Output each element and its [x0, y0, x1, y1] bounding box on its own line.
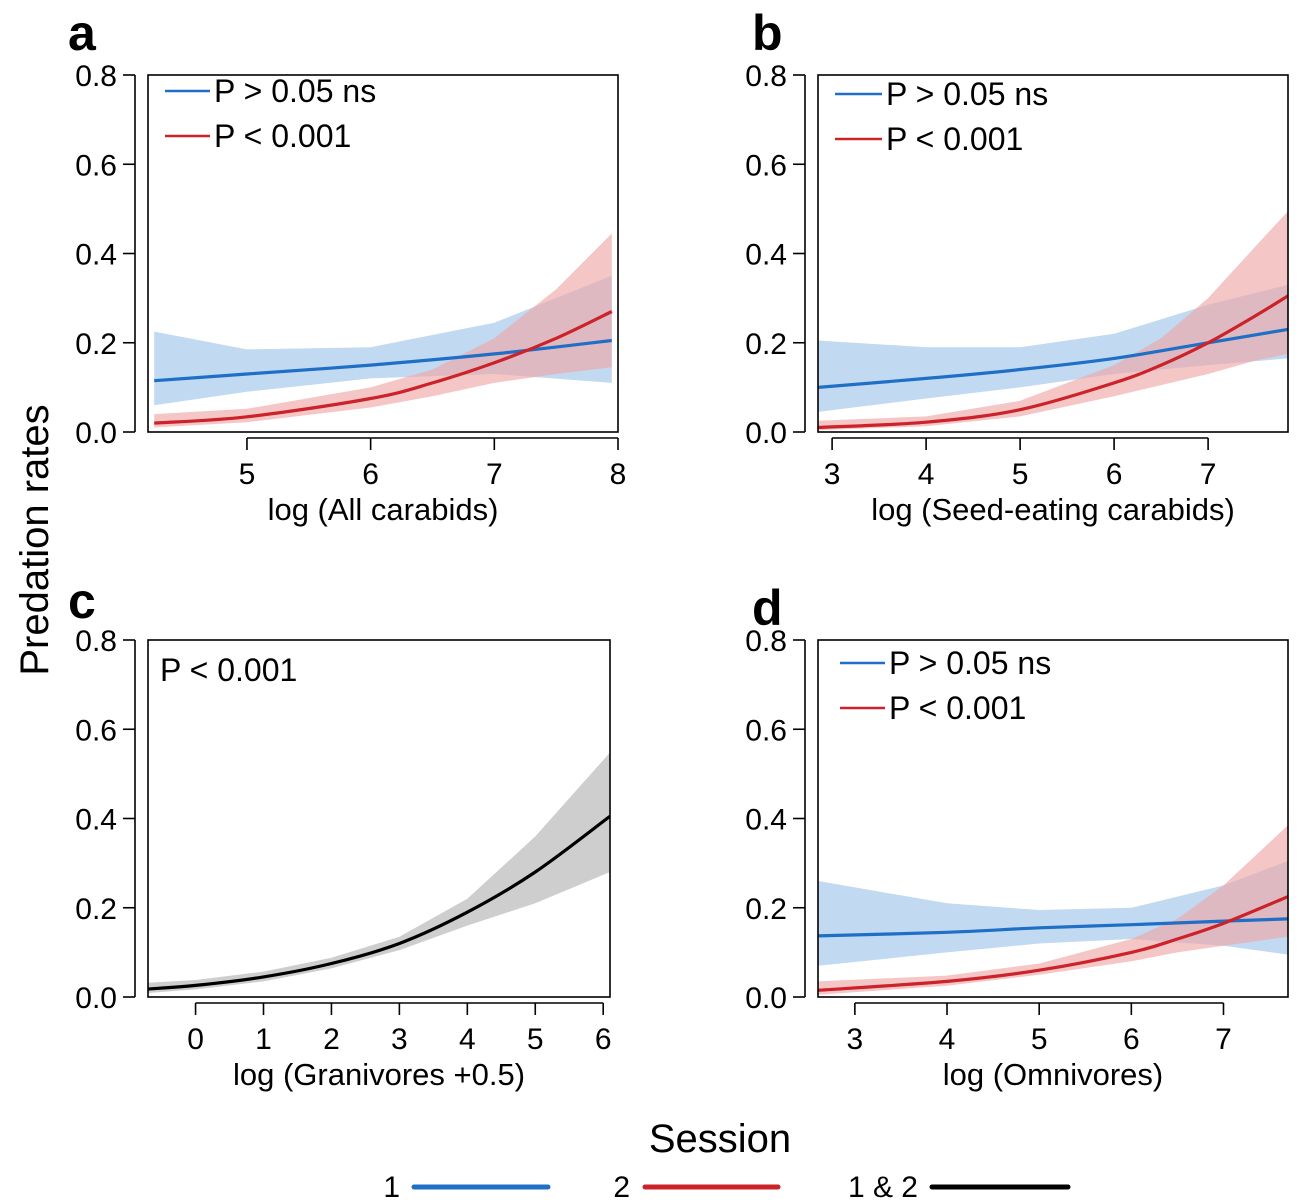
y-tick-label-a: 0.6 — [75, 149, 117, 182]
fit-line-session-1-b — [818, 327, 1288, 389]
panel-letter-b: b — [752, 5, 783, 61]
panel-letter-c: c — [68, 573, 96, 629]
y-tick-label-b: 0.0 — [745, 417, 787, 450]
legend-label-d-1: P < 0.001 — [889, 690, 1026, 726]
plot-frame-b — [817, 74, 1289, 433]
x-tick-label-b: 4 — [918, 458, 935, 491]
plot-frame-d — [817, 639, 1289, 998]
panels: a 0.0 0.2 0.4 0.6 0.8 5 6 7 8 log (All carabids) P … — [68, 5, 1289, 1092]
y-tick-label-d: 0.8 — [745, 625, 787, 658]
x-tick-label-b: 6 — [1106, 458, 1123, 491]
x-tick-label-c: 5 — [527, 1023, 544, 1056]
x-tick-label-a: 7 — [486, 458, 503, 491]
ci-band-session-2-d — [818, 825, 1288, 995]
session-legend-label-1: 2 — [613, 1171, 630, 1200]
panel-d: d 0.0 0.2 0.4 0.6 0.8 3 4 5 6 7 log (Omnivores) P > … — [745, 580, 1289, 1092]
session-legend-label-2: 1 & 2 — [848, 1171, 918, 1200]
plot-frame-c — [147, 639, 611, 998]
x-tick-label-d: 3 — [847, 1023, 864, 1056]
ci-band-session-1-b — [818, 284, 1288, 412]
plot-area-a — [154, 233, 613, 428]
x-tick-label-b: 3 — [824, 458, 841, 491]
fit-line-session-2-d — [818, 895, 1288, 992]
x-tick-label-d: 4 — [939, 1023, 956, 1056]
annotation-c: P < 0.001 — [160, 652, 297, 688]
y-tick-label-c: 0.4 — [75, 804, 117, 837]
x-tick-label-a: 8 — [610, 458, 627, 491]
panel-a: a 0.0 0.2 0.4 0.6 0.8 5 6 7 8 log (All carabids) P … — [68, 5, 626, 527]
ci-band-session-2-a — [154, 233, 612, 428]
fit-line-session-2-b — [818, 294, 1288, 430]
x-tick-label-c: 3 — [391, 1023, 408, 1056]
ci-band-session-12-c — [148, 752, 610, 993]
panel-c: c 0.0 0.2 0.4 0.6 0.8 0 1 2 3 4 5 6 log (Granivores +… — [68, 573, 612, 1092]
x-tick-label-b: 7 — [1200, 458, 1217, 491]
x-axis-title-c: log (Granivores +0.5) — [233, 1057, 525, 1092]
y-tick-label-d: 0.2 — [745, 893, 787, 926]
plot-area-d — [818, 825, 1288, 995]
session-legend: Session 1 2 1 & 2 — [383, 1117, 1071, 1200]
x-tick-label-c: 1 — [255, 1023, 272, 1056]
x-tick-label-c: 2 — [323, 1023, 340, 1056]
y-tick-label-b: 0.2 — [745, 328, 787, 361]
y-tick-label-d: 0.6 — [745, 714, 787, 747]
y-tick-label-b: 0.8 — [745, 60, 787, 93]
x-tick-label-b: 5 — [1012, 458, 1029, 491]
fit-line-session-2-a — [154, 310, 613, 425]
y-tick-label-a: 0.2 — [75, 328, 117, 361]
plot-frame-a — [147, 74, 619, 433]
x-tick-label-d: 5 — [1031, 1023, 1048, 1056]
y-tick-label-a: 0.0 — [75, 417, 117, 450]
x-tick-label-d: 7 — [1215, 1023, 1232, 1056]
x-tick-label-a: 5 — [239, 458, 256, 491]
x-axis-title-b: log (Seed-eating carabids) — [871, 492, 1235, 527]
y-tick-label-c: 0.0 — [75, 982, 117, 1015]
x-tick-label-c: 4 — [459, 1023, 476, 1056]
legend-label-b-0: P > 0.05 ns — [886, 76, 1048, 112]
y-tick-label-c: 0.6 — [75, 714, 117, 747]
plot-area-b — [818, 211, 1288, 431]
y-tick-label-b: 0.4 — [745, 239, 787, 272]
legend-label-b-1: P < 0.001 — [886, 121, 1023, 157]
session-legend-label-0: 1 — [383, 1171, 400, 1200]
y-tick-label-a: 0.4 — [75, 239, 117, 272]
legend-label-a-1: P < 0.001 — [214, 118, 351, 154]
y-tick-label-a: 0.8 — [75, 60, 117, 93]
y-tick-label-c: 0.2 — [75, 893, 117, 926]
legend-label-a-0: P > 0.05 ns — [214, 73, 376, 109]
x-tick-label-a: 6 — [362, 458, 379, 491]
panel-letter-a: a — [68, 5, 97, 61]
session-legend-title: Session — [649, 1117, 791, 1161]
legend-label-d-0: P > 0.05 ns — [889, 645, 1051, 681]
figure-ylabel: Predation rates — [13, 404, 57, 675]
plot-area-c — [148, 752, 610, 993]
fit-line-session-1-d — [818, 917, 1288, 938]
y-tick-label-c: 0.8 — [75, 625, 117, 658]
x-tick-label-c: 0 — [187, 1023, 204, 1056]
x-tick-label-d: 6 — [1123, 1023, 1140, 1056]
x-axis-title-d: log (Omnivores) — [943, 1057, 1164, 1092]
y-tick-label-d: 0.4 — [745, 804, 787, 837]
x-axis-title-a: log (All carabids) — [268, 492, 499, 527]
y-tick-label-d: 0.0 — [745, 982, 787, 1015]
ci-band-session-2-b — [818, 211, 1288, 431]
panel-letter-d: d — [752, 580, 783, 636]
x-tick-label-c: 6 — [595, 1023, 612, 1056]
y-tick-label-b: 0.6 — [745, 149, 787, 182]
fit-line-session-12-c — [148, 815, 610, 991]
